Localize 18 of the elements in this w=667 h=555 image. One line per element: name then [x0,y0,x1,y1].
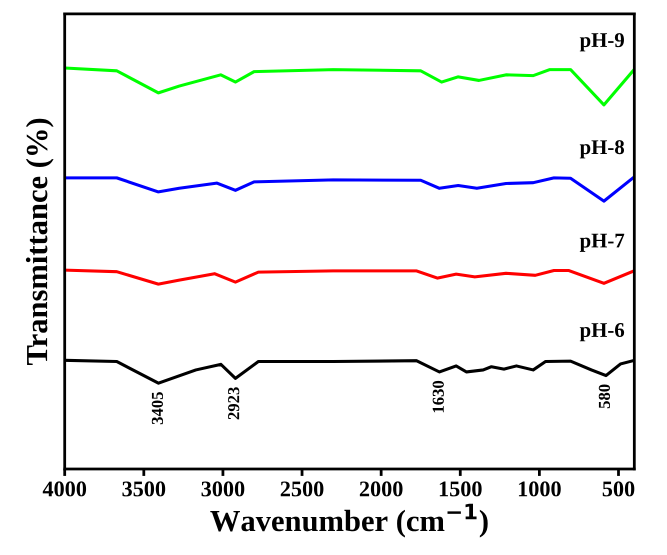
x-tick-label: 3000 [202,481,244,496]
annotation: 3405 [152,392,164,424]
series-label: pH-6 [580,323,624,342]
x-tick-label: 2500 [280,481,324,496]
series-label: pH-7 [580,234,624,252]
x-axis-title: Wavenumber (cm$^{−1}$) [210,504,488,538]
x-tick-label: 4000 [42,481,86,496]
x-tick-label: 1000 [518,481,561,496]
x-tick-label: 1500 [440,481,482,496]
x-tick-label: 500 [602,481,634,496]
annotation: 2923 [228,387,240,420]
x-tick-label: 2000 [360,481,403,496]
annotation: 1630 [432,380,444,412]
series-label: pH-9 [580,33,624,52]
y-axis-title: Transmittance (%) [26,118,54,365]
annotation: 580 [598,384,610,408]
series-label: pH-8 [580,140,624,158]
x-tick-label: 3500 [122,481,166,496]
